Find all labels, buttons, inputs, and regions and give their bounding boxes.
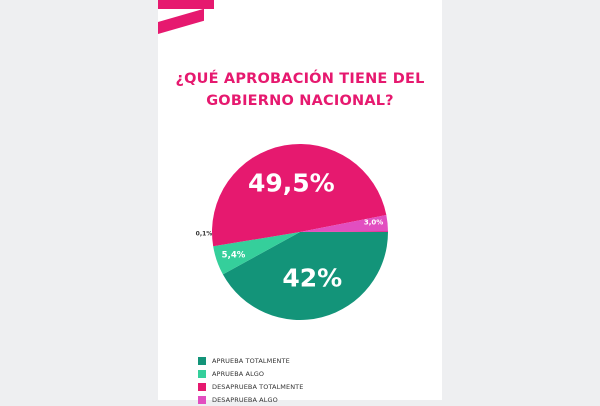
decorative-stripe-top <box>158 0 214 9</box>
slice-data-label: 42% <box>282 264 342 293</box>
chart-title: ¿QUÉ APROBACIÓN TIENE DEL GOBIERNO NACIO… <box>158 68 442 112</box>
legend-swatch <box>198 382 206 391</box>
slice-data-label: 49,5% <box>248 168 335 197</box>
slice-data-label: 0,1% <box>196 231 213 238</box>
legend-swatch <box>198 369 206 378</box>
legend-swatch <box>198 356 206 365</box>
chart-title-line-2: GOBIERNO NACIONAL? <box>206 93 394 109</box>
legend-label: APRUEBA ALGO <box>212 369 265 378</box>
legend-item-desaprueba-totalmente: DESAPRUEBA TOTALMENTE <box>198 380 438 393</box>
legend-item-aprueba-totalmente: APRUEBA TOTALMENTE <box>198 354 438 367</box>
pie-slice <box>222 232 388 320</box>
pie-chart: 42% 5,4% 49,5% 3,0% 0,1% <box>196 143 388 320</box>
chart-legend: APRUEBA TOTALMENTE APRUEBA ALGO DESAPRUE… <box>198 354 438 406</box>
legend-item-aprueba-algo: APRUEBA ALGO <box>198 367 438 380</box>
pie-slice <box>300 231 388 232</box>
chart-title-line-1: ¿QUÉ APROBACIÓN TIENE DEL <box>175 71 425 87</box>
legend-label: APRUEBA TOTALMENTE <box>212 356 290 365</box>
slice-data-label: 3,0% <box>364 219 383 227</box>
legend-label: DESAPRUEBA TOTALMENTE <box>212 382 304 391</box>
slice-data-label: 5,4% <box>222 251 246 261</box>
pie-slice <box>300 214 388 232</box>
pie-slice <box>212 143 387 247</box>
pie-slice <box>213 232 300 275</box>
infographic-page: ¿QUÉ APROBACIÓN TIENE DEL GOBIERNO NACIO… <box>158 0 442 404</box>
